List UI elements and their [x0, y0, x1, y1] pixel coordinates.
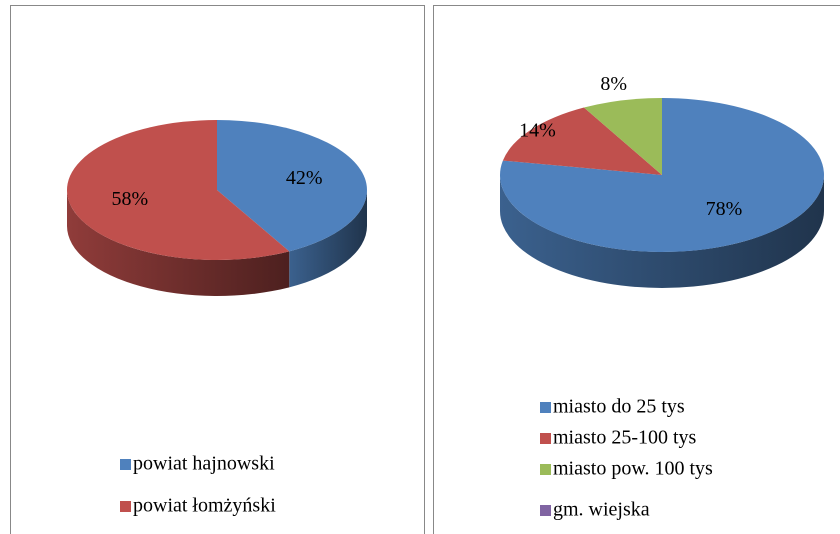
pie-slice [583, 98, 662, 175]
legend-label: powiat hajnowski [133, 453, 275, 475]
pie-side [67, 190, 290, 296]
legend-swatch [120, 459, 131, 470]
legend-swatch [540, 402, 551, 413]
pie-side [289, 190, 367, 288]
legend-label: powiat łomżyński [133, 495, 276, 517]
legend-label: gm. wiejska [553, 499, 650, 521]
legend-label: miasto do 25 tys [553, 396, 685, 418]
pie-side [500, 175, 824, 288]
legend-label: miasto 25-100 tys [553, 427, 697, 449]
legend-swatch [540, 433, 551, 444]
legend-swatch [540, 464, 551, 475]
legend-label: miasto pow. 100 tys [553, 458, 713, 480]
data-label: 8% [600, 73, 627, 95]
pie-slice [502, 107, 662, 175]
legend-swatch [540, 505, 551, 516]
pie-slice [500, 98, 825, 253]
pie-slice [67, 120, 290, 260]
pie-slice [217, 120, 368, 252]
data-label: 14% [519, 120, 556, 142]
data-label: 58% [111, 188, 148, 210]
data-label: 42% [286, 167, 323, 189]
data-label: 78% [706, 198, 743, 220]
legend-swatch [120, 501, 131, 512]
